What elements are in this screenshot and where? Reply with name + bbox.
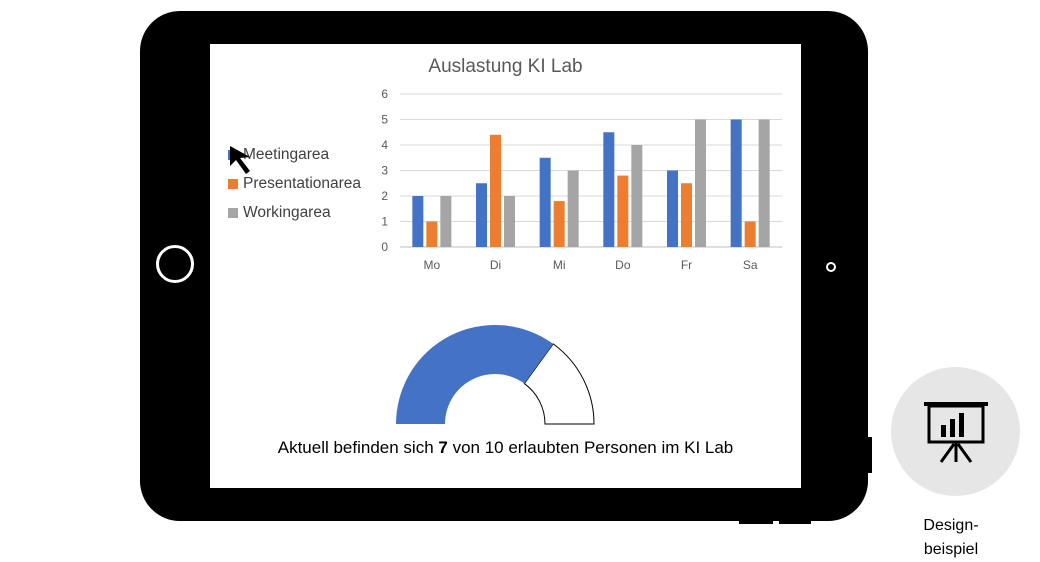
bar-workingarea: [758, 119, 770, 247]
occupancy-gauge: [396, 325, 595, 425]
y-tick-label: 6: [381, 87, 388, 101]
gauge-filled-arc: [396, 325, 554, 424]
caption-prefix: Aktuell befinden sich: [277, 438, 439, 457]
caption-suffix: von 10 erlaubten Personen im KI Lab: [447, 438, 734, 457]
bar-workingarea: [440, 196, 452, 247]
legend-label: Meetingarea: [243, 145, 330, 163]
bar-presentationarea: [490, 134, 501, 247]
legend-label: Workingarea: [243, 203, 331, 221]
tablet-screen: Auslastung KI Lab 0 1 2 3 4 5 6 Mo Di Mi Do Fr Sa Me…: [210, 44, 801, 488]
caption-count: 7: [438, 438, 448, 457]
y-tick-label: 5: [381, 113, 388, 127]
legend-item-presentationarea: Presentationarea: [228, 169, 361, 198]
design-label-line2: beispiel: [923, 541, 979, 558]
bar-presentationarea: [617, 175, 629, 247]
legend-swatch: [228, 178, 238, 189]
camera-icon: [826, 262, 836, 272]
y-tick-label: 4: [381, 138, 388, 152]
x-tick-label: Di: [490, 258, 501, 272]
x-tick-label: Do: [615, 258, 631, 272]
bar-presentationarea: [681, 183, 692, 247]
bar-workingarea: [504, 196, 515, 247]
bar-meetingarea: [476, 183, 487, 247]
bar-meetingarea: [667, 170, 678, 247]
legend-swatch: [228, 207, 238, 218]
bar-meetingarea: [539, 157, 551, 247]
y-tick-label: 0: [381, 240, 388, 254]
occupancy-caption: Aktuell befinden sich 7 von 10 erlaubten…: [210, 438, 801, 458]
home-button[interactable]: [156, 245, 194, 283]
bar-workingarea: [695, 119, 706, 247]
bar-presentationarea: [426, 221, 438, 247]
y-tick-label: 2: [381, 189, 388, 203]
x-tick-label: Fr: [681, 258, 692, 272]
presentation-chart-icon: [924, 402, 988, 463]
bar-chart: 0 1 2 3 4 5 6 Mo Di Mi Do Fr Sa: [381, 87, 782, 272]
bar-meetingarea: [730, 119, 742, 247]
gauge-remaining-arc: [523, 343, 595, 425]
legend-label: Presentationarea: [243, 174, 362, 192]
y-tick-label: 1: [381, 215, 388, 229]
bar-presentationarea: [744, 221, 756, 247]
bar-meetingarea: [603, 132, 615, 247]
bar-meetingarea: [412, 196, 424, 247]
legend-item-workingarea: Workingarea: [228, 198, 361, 227]
x-tick-label: Mo: [423, 258, 440, 272]
bar-workingarea: [567, 170, 579, 247]
chart-legend: Meetingarea Presentationarea Workingarea: [228, 140, 361, 227]
design-badge: [891, 367, 1020, 496]
y-tick-label: 3: [381, 164, 388, 178]
x-tick-label: Mi: [553, 258, 566, 272]
design-label-line1: Design-: [923, 517, 979, 534]
chart-title: Auslastung KI Lab: [428, 56, 583, 77]
bar-workingarea: [631, 145, 643, 247]
design-label: Design- beispiel: [895, 514, 1007, 562]
x-tick-label: Sa: [743, 258, 758, 272]
bar-presentationarea: [553, 201, 565, 247]
mouse-cursor-icon: [230, 146, 250, 174]
